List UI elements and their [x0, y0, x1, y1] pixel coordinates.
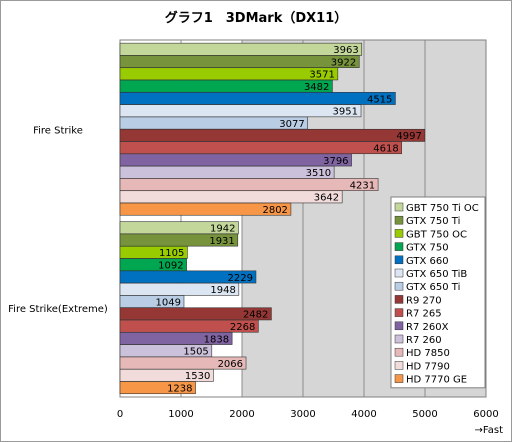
legend-swatch — [394, 242, 404, 251]
legend-swatch — [394, 374, 404, 383]
legend-entry: HD 7850 — [406, 348, 450, 359]
data-label: 2802 — [262, 205, 287, 216]
legend-entry: HD 7770 GE — [406, 375, 467, 386]
data-label: 3510 — [306, 168, 331, 179]
legend-box — [390, 196, 486, 389]
data-label: 4618 — [373, 143, 398, 154]
legend-swatch — [394, 334, 404, 344]
category-label: Fire Strike — [33, 125, 83, 136]
bar — [119, 128, 426, 142]
chart-title: グラフ1 3DMark（DX11） — [165, 10, 348, 26]
bar — [119, 79, 333, 93]
tick-label: 3000 — [290, 409, 315, 420]
bar — [119, 55, 360, 68]
legend-entry: R9 270 — [406, 295, 442, 306]
bar — [119, 165, 335, 179]
legend-entry: GTX 650 TiB — [406, 269, 467, 280]
legend: GBT 750 Ti OC GTX 750 Ti GBT 750 OC GTX 750… — [390, 196, 486, 389]
legend-swatch — [394, 295, 404, 304]
bar — [119, 67, 339, 81]
data-label: 3922 — [331, 57, 356, 68]
legend-entry: GBT 750 OC — [406, 229, 467, 240]
legend-entry: R7 260X — [406, 322, 449, 333]
legend-entry: R7 265 — [406, 309, 442, 320]
legend-swatch — [394, 347, 404, 357]
bar — [119, 178, 379, 191]
data-label: 2268 — [230, 322, 255, 333]
data-label: 1505 — [183, 347, 208, 358]
legend-entry: GBT 750 Ti OC — [406, 203, 479, 214]
legend-swatch — [394, 202, 404, 212]
axis-note: →Fast — [475, 425, 504, 436]
data-label: 2229 — [228, 273, 253, 284]
legend-swatch — [394, 268, 404, 278]
legend-swatch — [394, 215, 404, 225]
legend-entry: GTX 750 — [406, 243, 449, 254]
data-label: 1092 — [158, 260, 183, 271]
bar — [119, 104, 362, 118]
data-label: 3951 — [333, 107, 358, 118]
tick-label: 6000 — [473, 409, 498, 420]
bar — [119, 190, 343, 204]
data-label: 2066 — [218, 359, 243, 370]
category-labels: Fire Strike Fire Strike(Extreme) — [8, 125, 108, 315]
category-label: Fire Strike(Extreme) — [8, 304, 108, 315]
data-label: 1931 — [209, 236, 234, 247]
x-axis-ticks: 0 1000 2000 3000 4000 5000 6000 — [117, 409, 499, 420]
legend-swatch — [394, 281, 404, 291]
bar — [119, 141, 402, 155]
bar — [119, 153, 352, 167]
plot-border — [119, 39, 487, 398]
data-label: 3963 — [333, 45, 358, 56]
tick-label: 4000 — [351, 409, 376, 420]
legend-entry: HD 7790 — [406, 361, 450, 372]
legend-swatch — [394, 321, 404, 331]
tick-label: 2000 — [229, 409, 254, 420]
data-label: 3077 — [279, 119, 304, 130]
data-label: 4515 — [367, 94, 392, 105]
data-label: 2482 — [243, 310, 268, 321]
data-label: 1105 — [159, 248, 184, 259]
data-label: 3571 — [309, 70, 334, 81]
tick-label: 5000 — [412, 409, 437, 420]
bar — [119, 381, 196, 395]
data-label: 4997 — [396, 131, 421, 142]
bar — [119, 42, 363, 56]
data-label: 1942 — [210, 224, 235, 235]
data-label: 3796 — [323, 156, 348, 167]
tick-label: 0 — [117, 409, 123, 420]
legend-swatch — [394, 361, 404, 370]
data-label: 3482 — [304, 82, 329, 93]
legend-entry: GTX 650 Ti — [406, 282, 460, 293]
data-label: 1049 — [156, 297, 181, 308]
legend-swatch — [394, 229, 404, 238]
data-label: 1948 — [210, 285, 235, 296]
data-label: 4231 — [350, 180, 375, 191]
legend-entry: GTX 750 Ti — [406, 216, 460, 227]
data-label: 3642 — [314, 193, 339, 204]
data-label: 1530 — [185, 371, 210, 382]
legend-entry: GTX 660 — [406, 256, 449, 267]
data-label: 1838 — [204, 334, 229, 345]
data-label: 1238 — [167, 383, 192, 394]
bar — [119, 92, 396, 105]
tick-label: 1000 — [168, 409, 193, 420]
bar — [119, 202, 292, 216]
legend-swatch — [394, 255, 404, 265]
legend-swatch — [394, 308, 404, 317]
legend-entry: R7 260 — [406, 335, 442, 346]
